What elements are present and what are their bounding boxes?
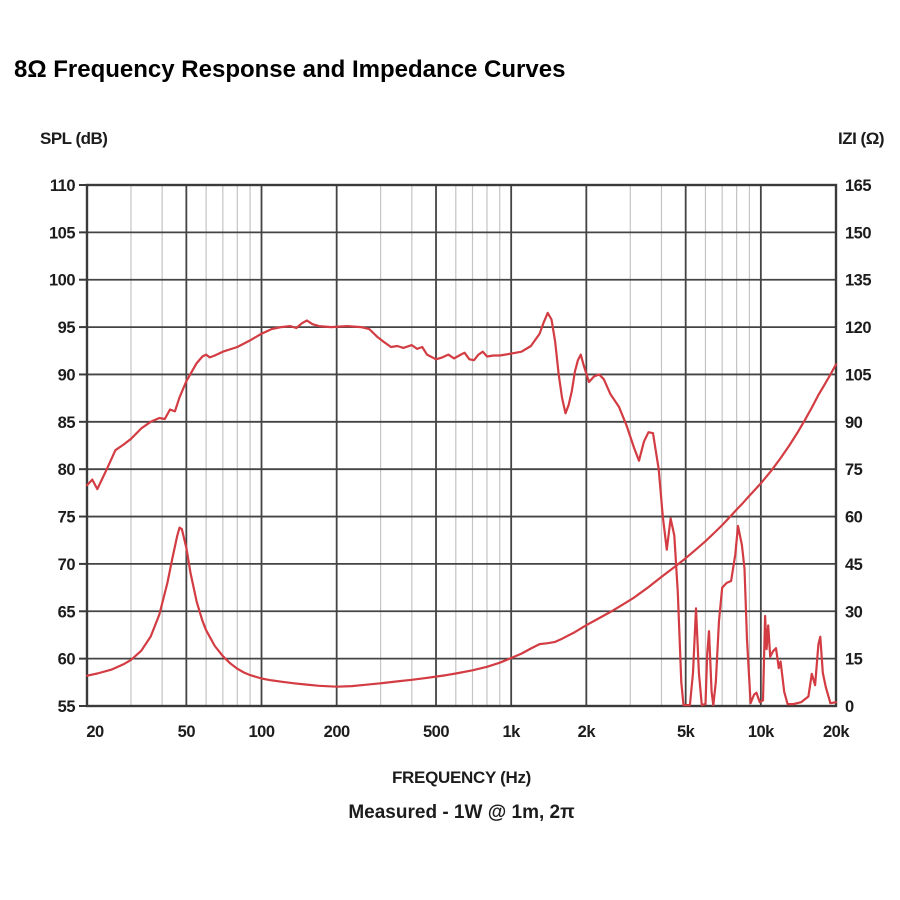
left-tick-label: 110 <box>50 177 75 195</box>
left-tick-label: 80 <box>58 461 76 479</box>
impedance-curve <box>85 363 838 688</box>
left-tick-label: 75 <box>58 509 76 527</box>
right-tick-label: 60 <box>845 509 863 527</box>
right-axis-unit-label: IZI (Ω) <box>837 129 885 148</box>
chart-title: 8Ω Frequency Response and Impedance Curv… <box>14 56 566 83</box>
x-tick-label: 10k <box>748 723 775 741</box>
spl-curve <box>85 311 838 707</box>
x-axis-label: FREQUENCY (Hz) <box>391 768 532 787</box>
x-tick-label: 2k <box>578 723 597 741</box>
right-tick-label: 90 <box>845 414 863 432</box>
x-tick-label: 20k <box>823 723 850 741</box>
x-tick-label: 200 <box>324 723 350 741</box>
right-tick-label: 30 <box>845 603 863 621</box>
x-tick-label: 500 <box>423 723 449 741</box>
left-tick-label: 85 <box>58 414 76 432</box>
right-tick-label: 75 <box>845 461 863 479</box>
grid-major <box>86 184 837 707</box>
left-tick-label: 65 <box>58 603 76 621</box>
left-tick-label: 95 <box>58 319 76 337</box>
x-tick-label: 1k <box>502 723 521 741</box>
axis-tick-labels: 1101051009590858075706560551651501351201… <box>49 177 872 741</box>
left-tick-label: 105 <box>49 224 75 242</box>
right-tick-label: 120 <box>845 319 871 337</box>
right-tick-label: 150 <box>845 224 871 242</box>
measurement-footnote: Measured - 1W @ 1m, 2π <box>348 802 575 823</box>
left-axis-ticks <box>79 184 87 707</box>
x-tick-label: 50 <box>178 723 196 741</box>
x-tick-label: 100 <box>248 723 274 741</box>
right-tick-label: 105 <box>845 366 871 384</box>
x-tick-label: 5k <box>677 723 696 741</box>
right-tick-label: 45 <box>845 556 863 574</box>
x-tick-label: 20 <box>86 723 104 741</box>
left-tick-label: 90 <box>58 366 76 384</box>
left-axis-unit-label: SPL (dB) <box>40 129 108 148</box>
plot-frame <box>85 183 838 708</box>
right-tick-label: 0 <box>845 698 854 716</box>
grid-minor <box>130 185 751 706</box>
left-tick-label: 70 <box>58 556 76 574</box>
right-tick-label: 15 <box>845 651 863 669</box>
right-tick-label: 135 <box>845 272 871 290</box>
right-tick-label: 165 <box>845 177 871 195</box>
left-tick-label: 55 <box>58 698 76 716</box>
left-tick-label: 100 <box>49 272 75 290</box>
left-tick-label: 60 <box>58 651 76 669</box>
